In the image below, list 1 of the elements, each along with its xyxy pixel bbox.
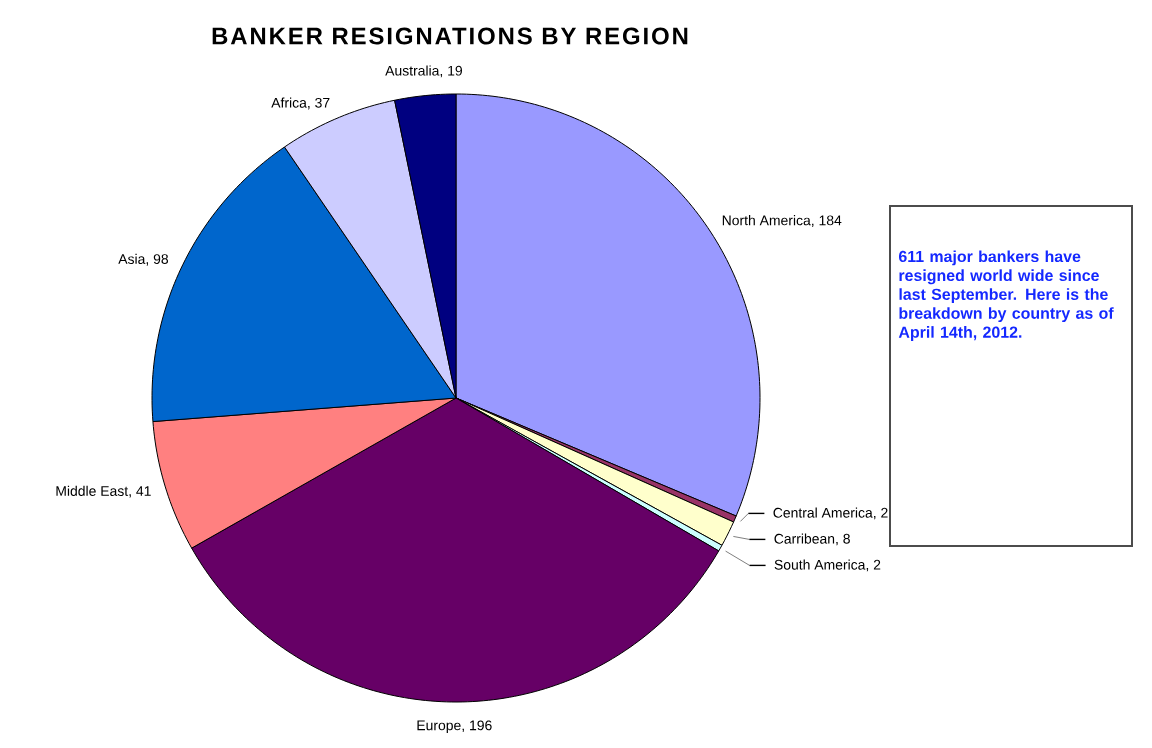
chart-title: BANKER RESIGNATIONS BY REGION [212, 27, 688, 45]
